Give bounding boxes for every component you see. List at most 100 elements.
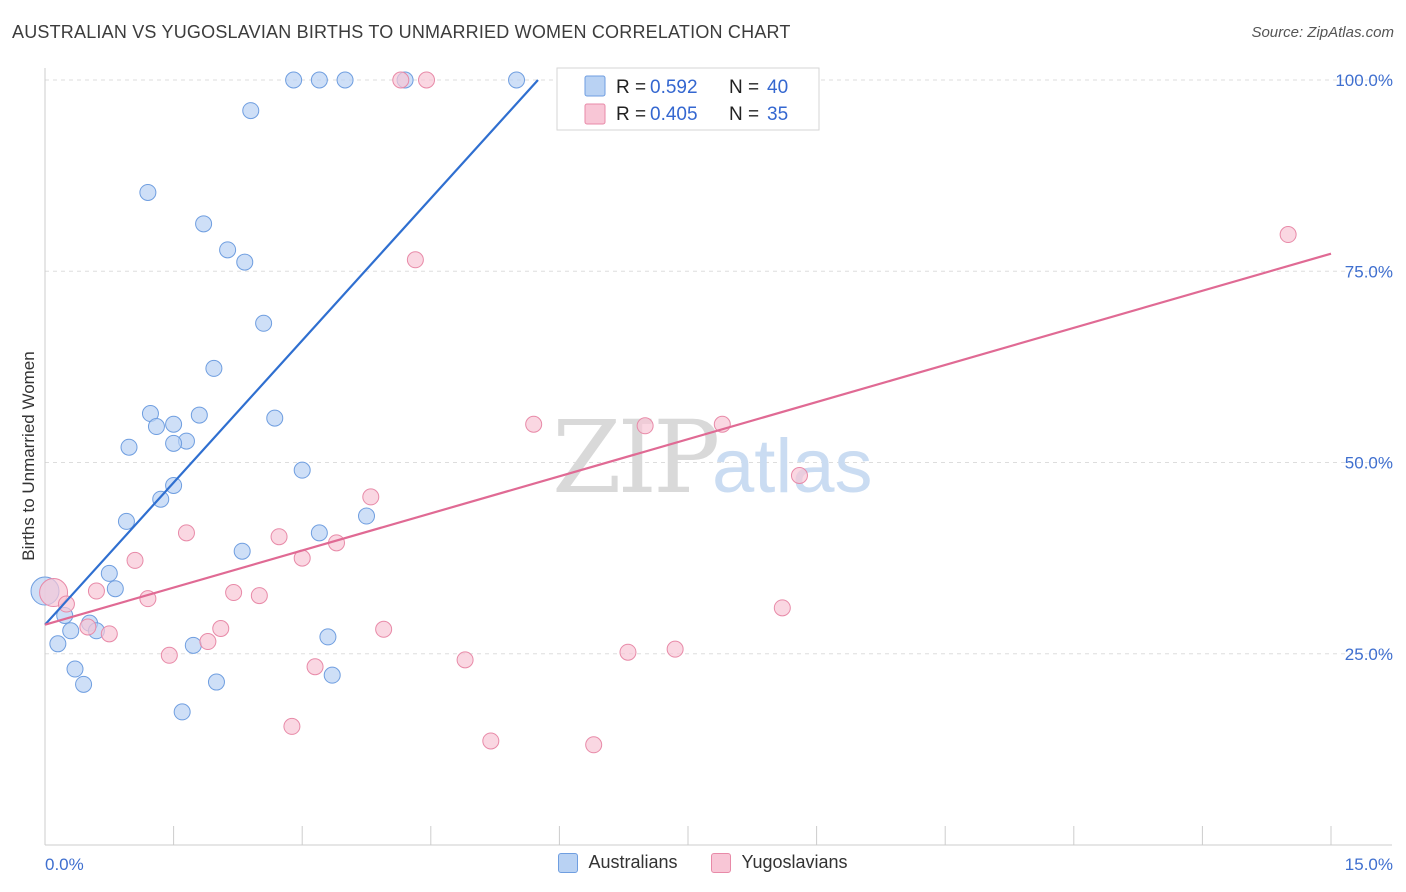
legend-n-value: 40 xyxy=(767,77,788,98)
australians-point xyxy=(205,359,223,377)
watermark-atlas: atlas xyxy=(712,424,873,509)
australians-trend-line xyxy=(44,79,539,626)
grid-lines xyxy=(45,79,1392,655)
australians-point xyxy=(147,418,165,436)
australians-point xyxy=(310,524,328,542)
source-label: Source: ZipAtlas.com xyxy=(1251,24,1394,41)
axes xyxy=(44,68,1392,846)
legend-item-yugoslavians: Yugoslavians xyxy=(711,852,848,873)
australians-point xyxy=(190,406,208,424)
yugoslavians-point xyxy=(212,620,230,638)
x-tick-label: 15.0% xyxy=(1345,855,1393,874)
australians-point xyxy=(255,314,273,332)
yugoslavians-point xyxy=(270,528,288,546)
yugoslavians-point xyxy=(100,625,118,643)
australians-point xyxy=(233,542,251,560)
chart-title: AUSTRALIAN VS YUGOSLAVIAN BIRTHS TO UNMA… xyxy=(12,22,791,42)
australians-point xyxy=(173,703,191,721)
tick-labels: 25.0% 50.0% 75.0% 100.0% 0.0% 15.0% xyxy=(45,71,1393,874)
australians-point xyxy=(165,415,183,433)
y-tick-label: 100.0% xyxy=(1335,71,1393,90)
australians-point xyxy=(285,71,303,89)
australians-point xyxy=(207,673,225,691)
x-tick-label: 0.0% xyxy=(45,855,84,874)
y-tick-label: 75.0% xyxy=(1345,262,1393,281)
legend-n-label: N = xyxy=(729,104,759,125)
legend-swatch-yugoslavians xyxy=(584,103,606,125)
australians-point xyxy=(323,666,341,684)
y-axis-title: Births to Unmarried Women xyxy=(19,351,38,560)
legend-label-australians: Australians xyxy=(588,852,678,872)
yugoslavians-swatch xyxy=(711,852,732,873)
legend-n-label: N = xyxy=(729,77,759,98)
australians-point xyxy=(195,215,213,233)
yugoslavians-point xyxy=(773,599,791,617)
y-tick-label: 50.0% xyxy=(1345,454,1393,473)
australians-point xyxy=(336,71,354,89)
legend-label-yugoslavians: Yugoslavians xyxy=(741,852,848,872)
yugoslavians-point xyxy=(619,643,637,661)
legend-n-value: 35 xyxy=(767,104,788,125)
australians-point xyxy=(310,71,328,89)
yugoslavians-point xyxy=(250,587,268,605)
yugoslavians-point xyxy=(418,71,436,89)
australians-point xyxy=(293,461,311,479)
australians-point xyxy=(165,476,183,494)
y-tick-label: 25.0% xyxy=(1345,645,1393,664)
legend-swatch-australians xyxy=(584,75,606,97)
legend-r-value: 0.592 xyxy=(650,77,698,98)
trend-lines xyxy=(44,79,1332,626)
australians-point xyxy=(66,660,84,678)
yugoslavians-point xyxy=(126,551,144,569)
yugoslavians-point xyxy=(585,736,603,754)
yugoslavians-point xyxy=(525,415,543,433)
australians-point xyxy=(75,675,93,693)
yugoslavians-point xyxy=(1279,226,1297,244)
watermark: ZIP atlas xyxy=(552,399,873,516)
australians-points xyxy=(30,71,526,721)
legend-r-value: 0.405 xyxy=(650,104,698,125)
australians-point xyxy=(508,71,526,89)
yugoslavians-point xyxy=(283,717,301,735)
australians-point xyxy=(152,490,170,508)
australians-point xyxy=(120,438,138,456)
australians-point xyxy=(319,628,337,646)
yugoslavians-point xyxy=(392,71,410,89)
legend-item-australians: Australians xyxy=(558,852,677,873)
yugoslavians-point xyxy=(636,417,654,435)
australians-point xyxy=(117,512,135,530)
legend: R = 0.592 N = 40 R = 0.405 N = 35 xyxy=(556,67,820,131)
australians-point xyxy=(219,241,237,259)
australians-swatch xyxy=(558,852,579,873)
watermark-zip: ZIP xyxy=(552,399,717,516)
australians-point xyxy=(358,507,375,525)
yugoslavians-point xyxy=(177,524,195,542)
yugoslavians-point xyxy=(456,651,474,669)
yugoslavians-point xyxy=(790,467,808,485)
australians-point xyxy=(165,434,183,452)
yugoslavians-point xyxy=(79,618,97,636)
yugoslavians-point xyxy=(160,646,178,664)
australians-point xyxy=(100,564,118,582)
australians-point xyxy=(62,622,80,640)
yugoslavians-point xyxy=(406,251,424,269)
australians-point xyxy=(184,636,202,654)
australians-point xyxy=(49,635,67,653)
yugoslavians-point xyxy=(57,595,75,613)
legend-r-label: R = xyxy=(616,77,646,98)
yugoslavians-point xyxy=(225,584,243,602)
yugoslavians-point xyxy=(87,582,105,600)
yugoslavians-point xyxy=(199,633,217,651)
australians-point xyxy=(139,183,157,201)
bottom-legend: Australians Yugoslavians xyxy=(0,852,1406,873)
yugoslavians-point xyxy=(362,488,380,506)
australians-point xyxy=(236,253,254,271)
yugoslavians-point xyxy=(666,640,684,658)
yugoslavians-trend-line xyxy=(44,252,1332,626)
legend-r-label: R = xyxy=(616,104,646,125)
yugoslavians-point xyxy=(306,658,324,676)
yugoslavians-point xyxy=(482,732,500,750)
australians-point xyxy=(266,409,284,427)
australians-point xyxy=(242,102,260,120)
